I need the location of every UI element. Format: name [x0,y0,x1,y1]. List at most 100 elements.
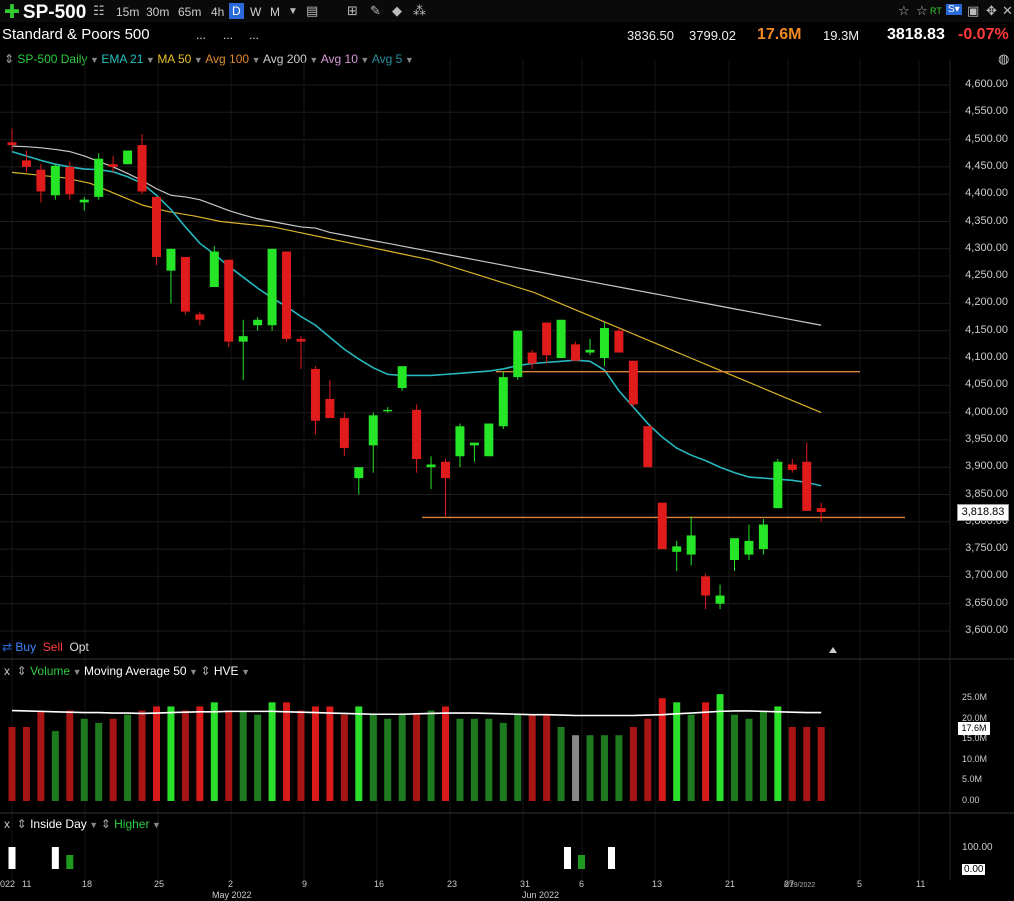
volume-bar [759,710,767,801]
instrument-name: Standard & Poors 500 [2,26,150,43]
legend-item-ema21[interactable]: EMA 21 [101,52,144,66]
save-icon[interactable]: ▣ [967,3,980,18]
high-price: 3836.50 [627,28,674,43]
chevron-down-icon[interactable]: ▼ [86,820,101,830]
tf-15m[interactable]: 15m [116,5,140,19]
realtime-icon[interactable]: RT [930,6,942,16]
price-tick-label: 4,350.00 [965,214,1008,227]
reorder-icon[interactable]: ⇕ [16,817,27,831]
higher-label[interactable]: Higher [114,817,150,831]
legend-item-ma50[interactable]: MA 50 [157,52,192,66]
volume-bar [687,714,695,801]
volume-bar [326,706,334,801]
star-outline-icon[interactable]: ☆ [916,3,928,18]
hve-label[interactable]: HVE [213,664,239,678]
legend-item-avg100[interactable]: Avg 100 [205,52,250,66]
chevron-down-icon[interactable]: ▼ [238,667,250,677]
inside-day-bar [8,847,16,869]
close-panel-icon[interactable]: x [4,664,10,678]
chevron-down-icon[interactable]: ▼ [186,667,201,677]
collapse-triangle-icon[interactable] [829,647,837,653]
volume-bar [731,714,738,801]
reorder-icon[interactable]: ⇕ [200,664,211,678]
stack-icon[interactable]: ◆ [392,3,402,18]
options-button[interactable]: Opt [69,640,89,654]
candle-body [643,426,653,468]
date-tick-label: 18 [82,879,93,889]
close-panel-icon[interactable]: x [4,817,10,831]
legend-item-avg10[interactable]: Avg 10 [320,52,358,66]
volume-label[interactable]: Volume [30,664,71,678]
ma200-line [11,145,822,326]
volume-bar [369,714,377,801]
chevron-down-icon[interactable]: ▼ [402,55,414,65]
candle-body [542,322,552,356]
candle-body [166,248,176,271]
ma50-line [11,171,822,414]
candle-body [599,327,609,358]
draw-tool-icon[interactable]: ✎ [370,3,381,18]
candle-body [715,595,725,604]
candle-body [224,259,234,342]
legend-item-avg200[interactable]: Avg 200 [263,52,307,66]
s-icon[interactable]: S▾ [946,4,962,15]
chevron-down-icon[interactable]: ▼ [87,55,102,65]
tf-30m[interactable]: 30m [146,5,170,19]
list-icon[interactable]: ☷ [93,3,105,18]
last-price: 3818.83 [887,26,945,43]
reorder-icon[interactable]: ⇕ [16,664,27,678]
move-icon[interactable]: ✥ [986,3,997,18]
tf-weekly[interactable]: W [250,5,262,19]
inside-day-label[interactable]: Inside Day [30,817,87,831]
chevron-down-icon[interactable]: ▼ [70,667,85,677]
palette-icon[interactable]: ◍ [998,51,1010,66]
symbol-title[interactable]: ✚ SP-500 [4,1,86,24]
sell-button[interactable]: Sell [42,640,63,654]
candle-body [556,319,566,358]
candle-body [628,360,638,405]
candle-body [498,377,508,427]
date-tick-label: 9 [302,879,308,889]
close-icon[interactable]: ✕ [1002,3,1013,18]
symbol-label: SP-500 [22,2,87,23]
chevron-down-icon[interactable]: ▼ [149,820,161,830]
volume-ma-label[interactable]: Moving Average 50 [84,664,187,678]
candle-body [383,409,393,412]
tf-dropdown-icon[interactable]: ▼ [288,6,298,17]
price-tick-label: 4,150.00 [965,323,1008,336]
trade-icon[interactable]: ⇄ [2,640,13,654]
chevron-down-icon[interactable]: ▼ [191,55,206,65]
volume-bar [80,718,88,801]
legend-item-avg5[interactable]: Avg 5 [371,52,403,66]
inside-day-bar [578,855,585,869]
share-icon[interactable]: ⁂ [413,3,426,18]
chevron-down-icon[interactable]: ▼ [357,55,372,65]
star-icon[interactable]: ☆ [898,3,910,18]
candle-body [36,169,46,192]
buy-button[interactable]: Buy [15,640,37,654]
candle-body [701,576,711,596]
candle-body [267,248,277,326]
reorder-icon[interactable]: ⇕ [100,817,111,831]
tf-monthly[interactable]: M [270,5,280,19]
volume-bar [124,714,132,801]
candle-body [21,160,31,167]
candle-body [571,344,581,361]
price-tick-label: 4,200.00 [965,296,1008,309]
chevron-down-icon[interactable]: ▼ [306,55,321,65]
indicators-icon[interactable]: ⊞ [347,3,358,18]
chart-type-icon[interactable]: ▤ [306,3,319,18]
tf-4h[interactable]: 4h [211,5,225,19]
candle-body [614,330,624,353]
legend-reorder-icon[interactable]: ⇕ [4,52,15,66]
tf-daily[interactable]: D [229,3,244,19]
add-symbol-icon[interactable]: ✚ [4,2,20,23]
chevron-down-icon[interactable]: ▼ [143,55,158,65]
price-tick-label: 4,250.00 [965,269,1008,282]
date-tick-label: 6 [579,879,585,889]
chevron-down-icon[interactable]: ▼ [249,55,264,65]
volume-bar [153,706,160,801]
tf-65m[interactable]: 65m [178,5,202,19]
legend-item-symbol[interactable]: SP-500 Daily [17,52,88,66]
